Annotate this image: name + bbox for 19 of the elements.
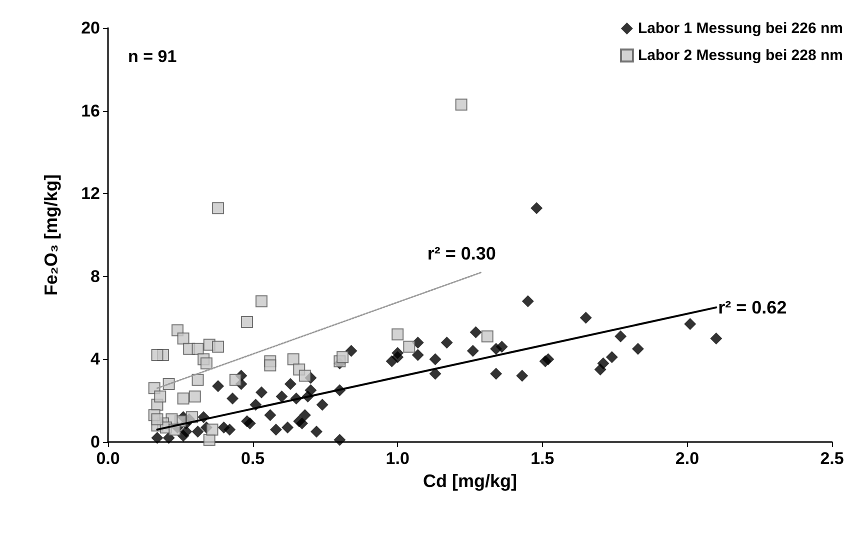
legend-label: Labor 1 Messung bei 226 nm — [638, 20, 844, 37]
x-tick-label: 2.0 — [675, 449, 700, 468]
y-tick-label: 8 — [90, 266, 100, 286]
y-axis-title: Fe₂O₃ [mg/kg] — [41, 174, 61, 296]
y-tick-label: 16 — [81, 101, 100, 120]
y-tick-label: 20 — [81, 18, 100, 38]
y-tick-label: 4 — [90, 350, 101, 369]
x-tick-label: 2.5 — [820, 449, 844, 468]
annotation: n = 91 — [128, 47, 177, 66]
y-tick-label: 12 — [81, 184, 100, 204]
x-axis-title: Cd [mg/kg] — [423, 471, 517, 491]
annotation: r² = 0.30 — [427, 243, 496, 264]
x-tick-label: 1.0 — [386, 449, 410, 468]
annotation: r² = 0.62 — [718, 297, 787, 318]
legend-label: Labor 2 Messung bei 228 nm — [638, 47, 844, 64]
y-tick-label: 0 — [90, 432, 100, 452]
x-tick-label: 0.5 — [240, 449, 265, 468]
x-tick-label: 1.5 — [530, 449, 554, 468]
x-tick-label: 0.0 — [96, 449, 120, 468]
